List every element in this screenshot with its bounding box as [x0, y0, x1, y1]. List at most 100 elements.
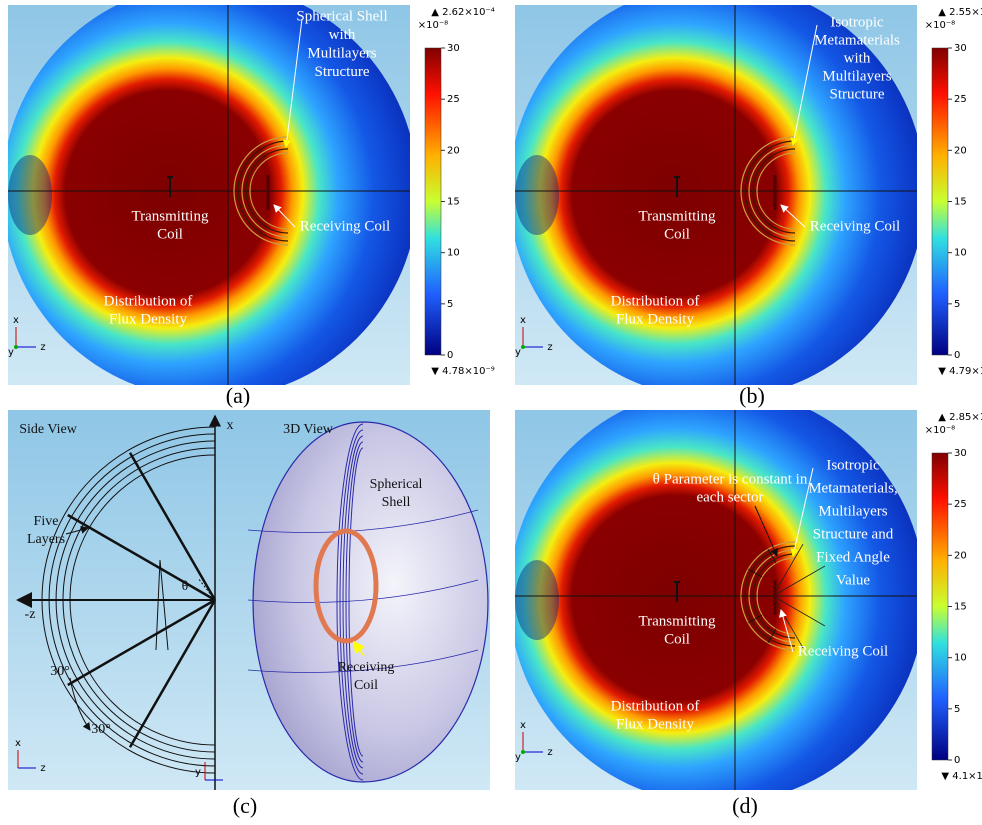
- colorbar-tick-label: 30: [954, 43, 967, 54]
- colorbar-tick-label: 15: [954, 197, 967, 208]
- axis-label: x: [13, 315, 19, 326]
- axis-label: z: [40, 342, 45, 353]
- axis-label: y: [515, 347, 521, 358]
- colorbar-tick-label: 25: [954, 94, 967, 105]
- colorbar-tick-label: 25: [447, 94, 460, 105]
- colorbar-tick-label: 30: [447, 43, 460, 54]
- colorbar-tick-label: 10: [954, 248, 967, 259]
- structure-label: Multilayers: [307, 45, 376, 61]
- theta-label: θ: [182, 579, 189, 594]
- structure-label: Isotropic: [830, 14, 884, 30]
- colorbar-tick-label: 10: [954, 653, 967, 664]
- colorbar-tick-label: 20: [447, 145, 460, 156]
- theta-note: each sector: [696, 489, 763, 505]
- colorbar-min: ▼ 4.78×10⁻⁹: [431, 366, 495, 377]
- colorbar-tick-label: 25: [954, 499, 967, 510]
- axis-label: x: [520, 315, 526, 326]
- colorbar-tick-label: 0: [954, 350, 960, 361]
- receiver-label: Receiving Coil: [798, 643, 888, 659]
- structure-label: Isotropic: [826, 457, 880, 473]
- structure-label: Structure and: [813, 526, 894, 542]
- colorbar: [932, 453, 948, 760]
- layers-label: Five: [34, 514, 59, 529]
- heatmap-panel: Isotropic Metamaterials with Multilayers Str…: [509, 0, 982, 399]
- receiver-label: Coil: [354, 678, 378, 693]
- structure-label: Structure: [830, 86, 885, 102]
- heatmap-panel: Isotropic Metamaterials, Multilayers Struct…: [509, 388, 982, 804]
- colorbar-unit: ×10⁻⁸: [925, 20, 955, 31]
- colorbar-tick-label: 10: [447, 248, 460, 259]
- axis-label: x: [227, 418, 234, 433]
- shell-label: Spherical: [370, 477, 423, 492]
- colorbar-tick-label: 15: [447, 197, 460, 208]
- colorbar-tick-label: 0: [954, 755, 960, 766]
- receiver-label: Receiving: [338, 660, 395, 675]
- structure-label: Spherical Shell: [296, 8, 387, 24]
- colorbar-tick-label: 5: [954, 299, 960, 310]
- flux-label: Distribution of: [104, 293, 193, 309]
- triad: [521, 750, 525, 754]
- structure-label: Multilayers: [818, 503, 887, 519]
- triad: [14, 345, 18, 349]
- low-field-spot: [515, 560, 559, 640]
- axis-label: y: [8, 347, 14, 358]
- axis-label: z: [547, 342, 552, 353]
- colorbar-min: ▼ 4.79×10⁻⁹: [938, 366, 982, 377]
- colorbar-unit: ×10⁻⁸: [418, 20, 448, 31]
- colorbar-tick-label: 20: [954, 145, 967, 156]
- axis-label: z: [40, 763, 45, 774]
- angle-label: 30°: [50, 664, 70, 679]
- axis-label: x: [15, 738, 21, 749]
- colorbar-min: ▼ 4.1×10⁻⁹: [941, 771, 982, 782]
- view-label: Side View: [19, 422, 78, 437]
- axis-label: y: [515, 752, 521, 763]
- colorbar-max: ▲ 2.62×10⁻⁴: [431, 7, 495, 18]
- flux-label: Distribution of: [611, 698, 700, 714]
- flux-label: Flux Density: [616, 716, 694, 732]
- structure-label: Structure: [315, 64, 370, 80]
- axis-label: z: [547, 747, 552, 758]
- axis-label: x: [520, 720, 526, 731]
- flux-label: Flux Density: [109, 311, 187, 327]
- receiver-label: Receiving Coil: [810, 218, 900, 234]
- caption: (b): [739, 383, 765, 408]
- structure-label: Metamaterials: [814, 32, 900, 48]
- colorbar-tick-label: 5: [954, 704, 960, 715]
- flux-label: Flux Density: [616, 311, 694, 327]
- colorbar-tick-label: 5: [447, 299, 453, 310]
- field: [509, 388, 925, 804]
- receiver-label: Receiving Coil: [300, 218, 390, 234]
- axis-label: y: [195, 767, 201, 778]
- transmitter-label: Coil: [157, 226, 183, 242]
- layers-label: Layers: [27, 532, 65, 547]
- structure-label: Metamaterials,: [808, 480, 898, 496]
- structure-label: with: [329, 27, 356, 43]
- transmitter-label: Transmitting: [639, 208, 716, 224]
- colorbar-max: ▲ 2.85×10⁻⁴: [938, 412, 982, 423]
- caption: (c): [233, 793, 257, 818]
- theta-note: θ Parameter is constant in: [653, 471, 808, 487]
- heatmap-panel: Spherical Shell with Multilayers Structure T…: [2, 0, 495, 399]
- low-field-spot: [8, 155, 52, 235]
- diagram-panel: Side View x Five Layers θ -z 30° 30° 3D View Sphe…: [8, 410, 490, 790]
- structure-label: Value: [836, 572, 870, 588]
- transmitter-label: Coil: [664, 226, 690, 242]
- angle-label: 30°: [91, 722, 111, 737]
- low-field-spot: [515, 155, 559, 235]
- caption: (a): [226, 383, 250, 408]
- transmitter-label: Transmitting: [639, 613, 716, 629]
- colorbar-tick-label: 20: [954, 550, 967, 561]
- structure-label: Multilayers: [822, 68, 891, 84]
- shell-label: Shell: [382, 495, 411, 510]
- triad: [521, 345, 525, 349]
- colorbar-tick-label: 30: [954, 448, 967, 459]
- colorbar-tick-label: 15: [954, 602, 967, 613]
- transmitter-label: Transmitting: [132, 208, 209, 224]
- structure-label: with: [844, 50, 871, 66]
- transmitter-label: Coil: [664, 631, 690, 647]
- colorbar-unit: ×10⁻⁸: [925, 425, 955, 436]
- axis-label: -z: [25, 607, 36, 622]
- view-label: 3D View: [283, 422, 334, 437]
- colorbar: [932, 48, 948, 355]
- caption: (d): [732, 793, 758, 818]
